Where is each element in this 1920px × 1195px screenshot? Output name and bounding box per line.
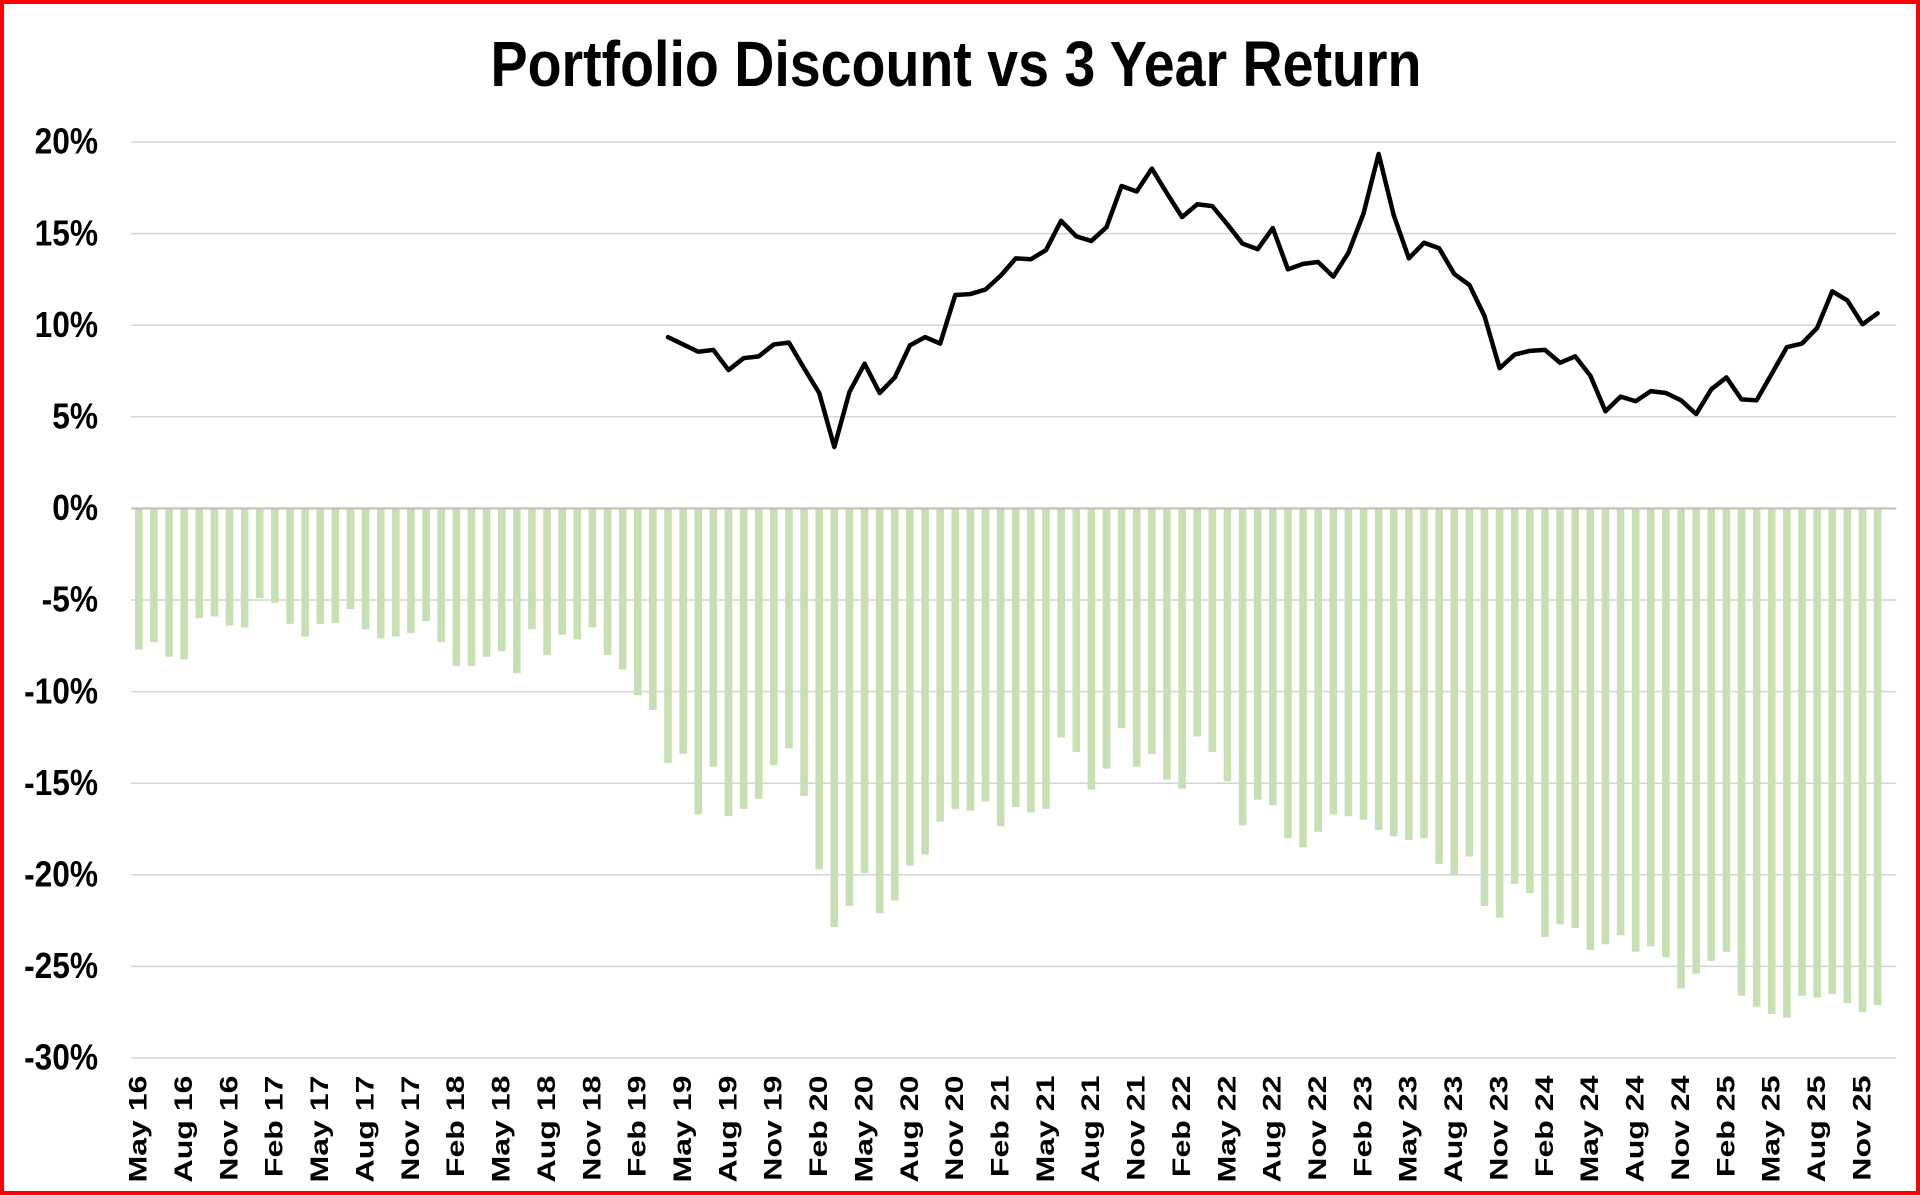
svg-text:-25%: -25% — [24, 946, 98, 986]
svg-text:May 17: May 17 — [306, 1076, 334, 1183]
svg-text:-10%: -10% — [24, 671, 98, 711]
svg-text:Feb 17: Feb 17 — [261, 1076, 289, 1178]
svg-text:May 22: May 22 — [1213, 1076, 1241, 1183]
svg-text:Aug 25: Aug 25 — [1803, 1076, 1831, 1183]
svg-text:May 16: May 16 — [125, 1076, 153, 1183]
svg-text:May 21: May 21 — [1032, 1076, 1060, 1183]
svg-text:Feb 22: Feb 22 — [1168, 1076, 1196, 1178]
svg-text:Nov 23: Nov 23 — [1486, 1076, 1514, 1181]
svg-text:Aug 18: Aug 18 — [533, 1076, 561, 1183]
svg-text:Aug 22: Aug 22 — [1259, 1076, 1287, 1183]
svg-text:15%: 15% — [35, 213, 98, 253]
svg-text:May 25: May 25 — [1758, 1076, 1786, 1183]
svg-text:Aug 23: Aug 23 — [1440, 1076, 1468, 1183]
svg-text:Feb 21: Feb 21 — [987, 1076, 1015, 1178]
svg-text:5%: 5% — [52, 397, 98, 437]
svg-text:Aug 20: Aug 20 — [896, 1076, 924, 1183]
svg-text:-20%: -20% — [24, 855, 98, 895]
svg-text:May 19: May 19 — [669, 1076, 697, 1183]
svg-text:Nov 18: Nov 18 — [578, 1076, 606, 1181]
svg-text:May 23: May 23 — [1395, 1076, 1423, 1183]
svg-text:-30%: -30% — [24, 1038, 98, 1078]
svg-text:May 24: May 24 — [1576, 1076, 1604, 1183]
svg-text:Aug 16: Aug 16 — [170, 1076, 198, 1183]
svg-text:Nov 21: Nov 21 — [1123, 1076, 1151, 1181]
svg-text:-15%: -15% — [24, 763, 98, 803]
svg-text:Aug 19: Aug 19 — [715, 1076, 743, 1183]
svg-text:0%: 0% — [52, 488, 98, 528]
svg-text:Nov 20: Nov 20 — [941, 1076, 969, 1181]
svg-text:May 20: May 20 — [851, 1076, 879, 1183]
svg-text:Feb 25: Feb 25 — [1712, 1076, 1740, 1178]
svg-text:Feb 19: Feb 19 — [624, 1076, 652, 1178]
svg-text:Aug 24: Aug 24 — [1622, 1076, 1650, 1183]
svg-text:Nov 16: Nov 16 — [216, 1076, 244, 1181]
svg-text:May 18: May 18 — [488, 1076, 516, 1183]
svg-text:Nov 24: Nov 24 — [1667, 1076, 1695, 1181]
svg-text:10%: 10% — [35, 305, 98, 345]
svg-text:Nov 17: Nov 17 — [397, 1076, 425, 1181]
svg-text:Nov 22: Nov 22 — [1304, 1076, 1332, 1181]
svg-text:Feb 20: Feb 20 — [805, 1076, 833, 1178]
svg-text:Aug 21: Aug 21 — [1077, 1076, 1105, 1183]
svg-text:Nov 19: Nov 19 — [760, 1076, 788, 1181]
svg-text:Portfolio Discount vs 3 Year R: Portfolio Discount vs 3 Year Return — [491, 28, 1422, 100]
svg-text:Nov 25: Nov 25 — [1849, 1076, 1877, 1181]
svg-text:Aug 17: Aug 17 — [352, 1076, 380, 1183]
svg-text:Feb 23: Feb 23 — [1350, 1076, 1378, 1178]
svg-text:-5%: -5% — [42, 580, 98, 620]
svg-text:Feb 18: Feb 18 — [442, 1076, 470, 1178]
svg-text:20%: 20% — [35, 122, 98, 162]
svg-text:Feb 24: Feb 24 — [1531, 1076, 1559, 1178]
